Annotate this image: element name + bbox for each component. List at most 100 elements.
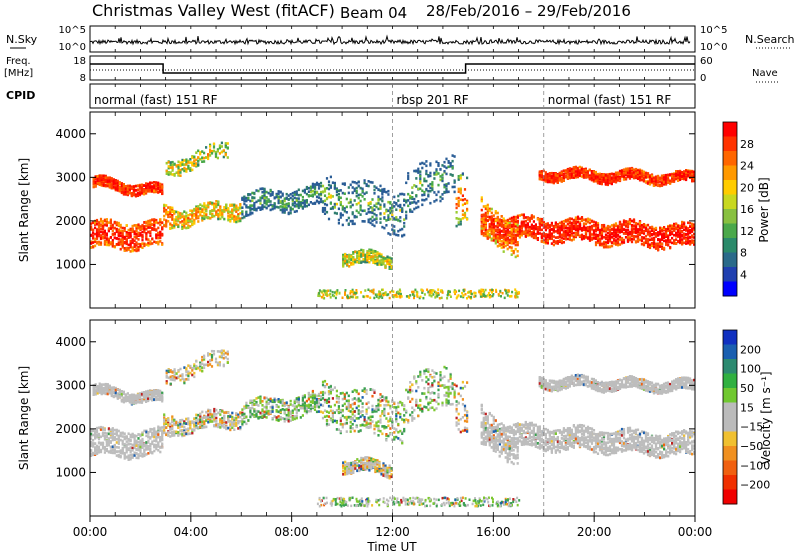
data-cell [249, 204, 252, 207]
data-cell [598, 242, 602, 246]
data-cell [285, 197, 288, 200]
data-cell [574, 220, 577, 224]
data-cell [614, 176, 618, 179]
data-cell [496, 229, 499, 233]
data-cell [431, 181, 434, 184]
data-cell [102, 180, 105, 184]
data-cell [570, 238, 573, 242]
data-cell [560, 171, 563, 174]
data-cell [369, 180, 372, 184]
data-cell [395, 216, 398, 219]
data-cell [95, 240, 99, 244]
data-cell [576, 215, 580, 219]
data-cell [281, 211, 284, 214]
data-cell [572, 237, 575, 241]
data-cell [179, 161, 182, 165]
data-cell [237, 206, 240, 210]
data-cell [679, 224, 682, 228]
data-cell [648, 243, 652, 246]
data-cell [235, 204, 238, 208]
data-cell [135, 224, 138, 227]
data-cell [449, 165, 452, 168]
data-cell [659, 230, 662, 233]
data-cell [247, 198, 250, 201]
data-cell [177, 211, 180, 214]
data-cell [576, 168, 579, 171]
data-cell [427, 175, 430, 178]
data-cell [657, 233, 660, 237]
data-cell [92, 245, 95, 249]
data-cell [141, 227, 144, 230]
data-cell [141, 235, 144, 238]
data-cell [592, 224, 596, 228]
data-cell [356, 254, 359, 257]
data-cell [115, 222, 118, 225]
data-cell [135, 244, 138, 247]
data-cell [443, 160, 446, 164]
data-cell [357, 211, 360, 214]
data-cell [367, 210, 370, 214]
data-cell [437, 183, 440, 187]
data-cell [498, 236, 501, 239]
data-cell [554, 240, 557, 243]
data-cell [315, 191, 319, 194]
data-cell [667, 238, 670, 242]
data-cell [136, 194, 140, 197]
data-cell [463, 216, 467, 219]
data-cell [98, 183, 101, 186]
data-cell [355, 203, 358, 206]
data-cell [620, 237, 624, 240]
data-cell [644, 175, 648, 179]
data-cell [367, 220, 370, 224]
data-cell [389, 206, 392, 210]
data-cell [675, 238, 678, 241]
data-cell [606, 178, 609, 182]
data-cell [484, 204, 487, 208]
data-cell [606, 181, 609, 184]
data-cell [459, 198, 462, 201]
data-cell [199, 207, 202, 210]
data-cell [142, 188, 146, 191]
data-cell [167, 206, 170, 209]
data-cell [157, 240, 160, 244]
data-cell [115, 223, 118, 227]
station-title: Christmas Valley West (fitACF) [92, 1, 335, 20]
data-cell [187, 161, 190, 164]
data-cell [346, 255, 349, 258]
data-cell [257, 199, 260, 202]
data-cell [100, 182, 103, 186]
data-cell [347, 216, 350, 220]
data-cell [374, 260, 377, 263]
data-cell [652, 181, 656, 185]
data-cell [463, 211, 467, 215]
data-cell [379, 207, 382, 210]
data-cell [435, 173, 438, 176]
data-cell [626, 224, 630, 227]
data-cell [214, 152, 218, 156]
data-cell [349, 205, 352, 208]
data-cell [445, 190, 448, 194]
data-cell [297, 206, 300, 210]
data-cell [494, 225, 497, 228]
data-cell [181, 220, 184, 223]
data-cell [429, 162, 432, 165]
data-cell [212, 149, 216, 153]
data-cell [245, 210, 248, 214]
data-cell [630, 237, 634, 241]
data-cell [445, 172, 448, 176]
data-cell [171, 224, 174, 227]
freq-label-line2: [MHz] [4, 68, 33, 79]
data-cell [548, 226, 551, 229]
data-cell [347, 201, 350, 205]
data-cell [554, 225, 557, 229]
data-cell [109, 227, 112, 230]
data-cell [677, 170, 680, 173]
data-cell [187, 224, 190, 227]
data-cell [387, 218, 390, 221]
data-cell [247, 196, 250, 200]
data-cell [363, 220, 366, 223]
data-cell [380, 258, 383, 261]
data-cell [149, 240, 152, 243]
data-cell [675, 223, 678, 226]
data-cell [135, 249, 138, 253]
